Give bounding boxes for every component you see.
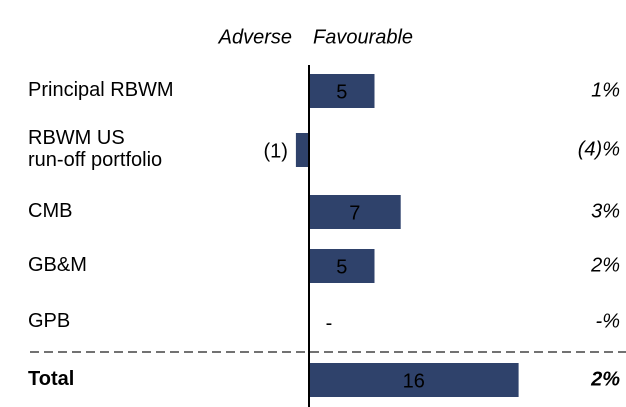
value-label: -	[326, 312, 333, 334]
category-line: RBWM US	[28, 127, 125, 149]
bar	[295, 133, 309, 167]
percent-label: (4)%	[578, 138, 620, 160]
bar	[309, 74, 375, 108]
bar	[309, 195, 401, 229]
percent-label: 2%	[590, 254, 620, 276]
category-label: GB&M	[28, 254, 87, 276]
percent-label: 3%	[591, 200, 620, 222]
bar	[309, 363, 519, 397]
category-line: Principal RBWM	[28, 79, 174, 101]
column-header: Favourable	[313, 26, 413, 48]
category-line: run-off portfolio	[28, 149, 162, 171]
value-label: 7	[349, 202, 360, 224]
category-line: CMB	[28, 200, 72, 222]
category-line: Total	[28, 368, 74, 390]
category-line: GB&M	[28, 254, 87, 276]
category-label: Total	[28, 368, 74, 390]
category-label: Principal RBWM	[28, 79, 174, 101]
value-label: 5	[336, 81, 347, 103]
category-label: CMB	[28, 200, 72, 222]
category-label: GPB	[28, 310, 70, 332]
percent-label: -%	[596, 310, 620, 332]
value-label: 5	[336, 256, 347, 278]
value-label: (1)	[263, 140, 287, 162]
percent-label: 1%	[591, 79, 620, 101]
category-line: GPB	[28, 310, 70, 332]
percent-label: 2%	[590, 368, 620, 390]
column-header: Adverse	[218, 26, 292, 48]
value-label: 16	[403, 370, 425, 392]
bar	[309, 249, 375, 283]
category-label: RBWM US run-off portfolio	[28, 127, 162, 171]
